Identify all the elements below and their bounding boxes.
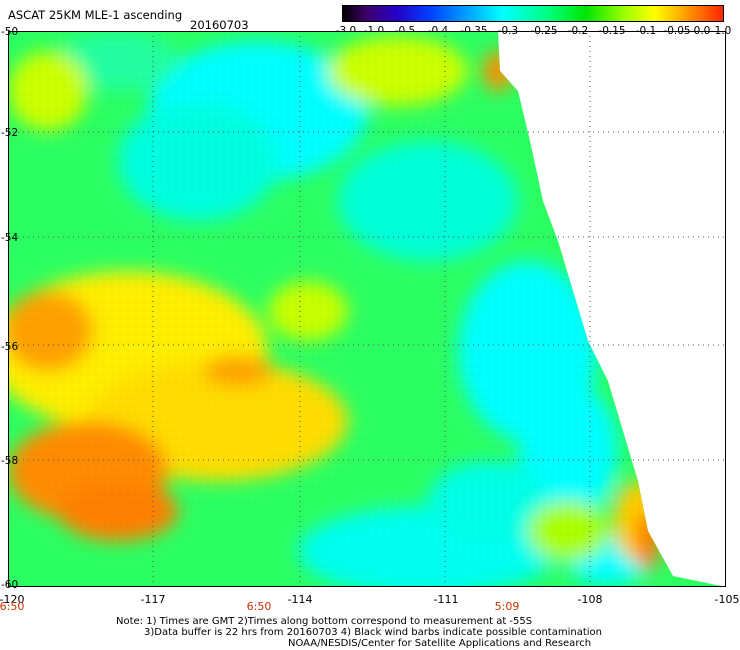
- colorbar: [342, 5, 724, 22]
- title-text: ASCAT 25KM MLE-1 ascending: [8, 8, 183, 22]
- lon-label: -108: [577, 593, 603, 606]
- date-text: 20160703: [190, 18, 249, 32]
- lat-label: -56: [1, 341, 19, 353]
- note-line-3: NOAA/NESDIS/Center for Satellite Applica…: [288, 638, 592, 649]
- lat-label: -60: [1, 579, 19, 591]
- lat-label: -54: [1, 232, 19, 244]
- time-label: 5:09: [494, 600, 520, 613]
- lon-label: -117: [140, 593, 166, 606]
- time-label: 6:50: [246, 600, 272, 613]
- time-label: 6:50: [0, 600, 25, 613]
- lat-label: -52: [1, 127, 19, 139]
- lon-label: -114: [287, 593, 313, 606]
- lat-label: -50: [1, 26, 19, 38]
- lon-label: -111: [433, 593, 459, 606]
- lon-label: -105: [714, 593, 740, 606]
- note-line-2: 3)Data buffer is 22 hrs from 20160703 4)…: [144, 627, 602, 638]
- note-line-1: Note: 1) Times are GMT 2)Times along bot…: [116, 616, 533, 627]
- wind-map-svg: [8, 31, 726, 587]
- lon-label: -120: [0, 593, 25, 606]
- lat-label: -58: [1, 455, 19, 467]
- swath-map: [8, 31, 726, 587]
